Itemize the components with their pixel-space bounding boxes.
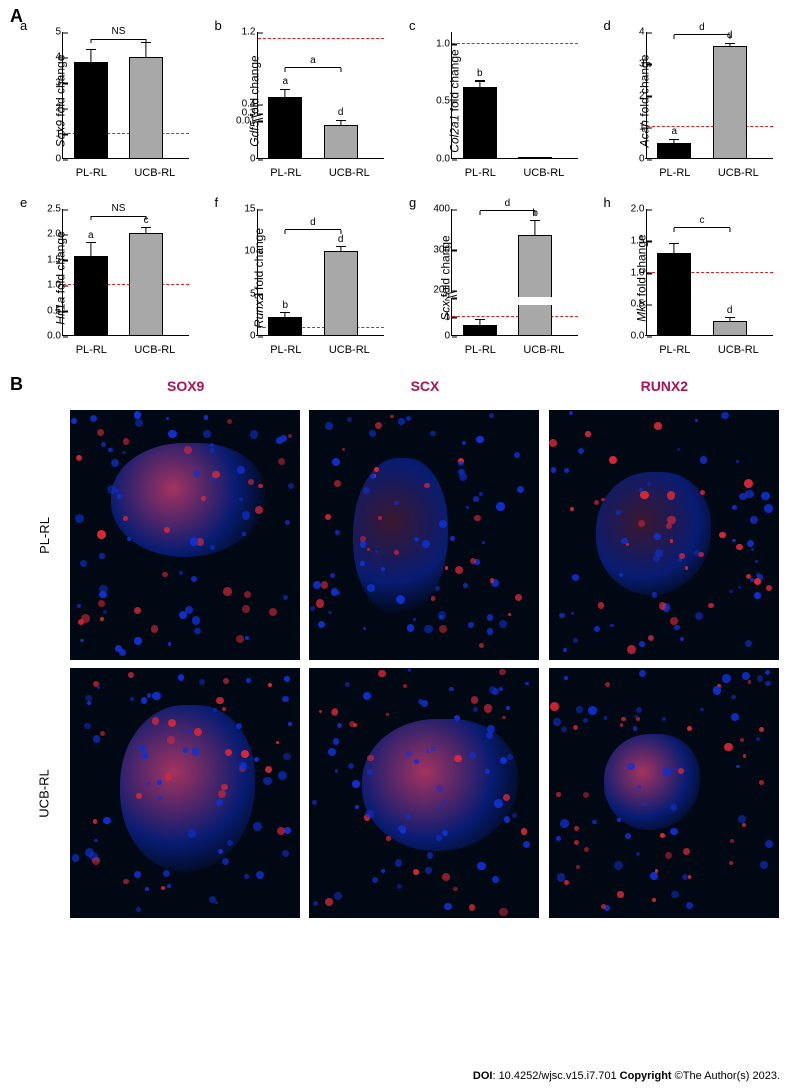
bar-PL-RL [657,143,691,159]
x-axis-labels: PL-RLUCB-RL [62,344,189,356]
bar-UCB-RL [713,46,747,159]
copyright-text: ©The Author(s) 2023. [672,1070,780,1082]
microscopy-UCB-RL-RUNX2 [549,668,779,918]
bar-PL-RL [74,62,108,159]
column-header-SCX: SCX [309,378,540,402]
bar-UCB-RL [324,125,358,159]
chart-letter: h [604,195,611,210]
baseline [452,43,578,44]
microscopy-UCB-RL-SCX [309,668,539,918]
chart-gdf5: bGdf5 fold change00.010.30.41.2adaPL-RLU… [215,18,390,183]
bar-UCB-RL [518,235,552,336]
bar-UCB-RL [713,321,747,336]
chart-letter: g [409,195,416,210]
plot-area: 012345NS [62,32,189,159]
bar-sig-label: d [338,107,344,118]
microscopy-PL-RL-SCX [309,410,539,660]
plot-area: 0.00.51.01.52.0dc [646,209,773,336]
chart-letter: b [215,18,222,33]
bar-UCB-RL [518,157,552,159]
sig-label: a [310,55,316,66]
plot-area: 0.00.51.01.52.02.5acNS [62,209,189,336]
chart-mkx: hMkx fold change0.00.51.01.52.0dcPL-RLUC… [604,195,779,360]
column-header-RUNX2: RUNX2 [549,378,780,402]
sig-bracket [91,216,146,217]
bar-PL-RL [463,325,497,336]
x-axis-labels: PL-RLUCB-RL [257,344,384,356]
bar-PL-RL [268,97,302,159]
x-axis-labels: PL-RLUCB-RL [451,167,578,179]
doi-text: : 10.4252/wjsc.v15.i7.701 [492,1070,619,1082]
row-label-UCB-RL: UCB-RL [26,668,62,918]
sig-bracket [285,229,340,230]
baseline [647,126,773,127]
bar-PL-RL [463,87,497,159]
bar-UCB-RL [129,57,163,159]
chart-sox9: aSox9 fold change012345NSPL-RLUCB-RL [20,18,195,183]
plot-area: 00.010.30.41.2ada [257,32,384,159]
charts-grid: aSox9 fold change012345NSPL-RLUCB-RLbGdf… [20,18,780,360]
baseline [452,316,578,317]
bar-PL-RL [657,253,691,336]
sig-bracket [674,34,729,35]
chart-hif1a: eHif1a fold change0.00.51.01.52.02.5acNS… [20,195,195,360]
chart-letter: a [20,18,27,33]
chart-letter: f [215,195,219,210]
x-axis-labels: PL-RLUCB-RL [62,167,189,179]
bar-sig-label: a [282,76,288,87]
plot-area: 0.00.51.0b [451,32,578,159]
bar-PL-RL [74,256,108,336]
footer: DOI: 10.4252/wjsc.v15.i7.701 Copyright ©… [473,1070,780,1082]
x-axis-labels: PL-RLUCB-RL [646,344,773,356]
chart-col2a1: cCol2a1 fold change0.00.51.0bPL-RLUCB-RL [409,18,584,183]
sig-label: NS [111,26,125,37]
bar-sig-label: d [338,234,344,245]
plot-area: 051015bdd [257,209,384,336]
plot-area: 012200300400bd [451,209,578,336]
bar-UCB-RL [324,251,358,336]
sig-bracket [285,67,340,68]
column-header-SOX9: SOX9 [70,378,301,402]
bar-UCB-RL [129,233,163,336]
sig-label: d [505,198,511,209]
sig-label: d [310,217,316,228]
bar-sig-label: d [727,305,733,316]
chart-letter: e [20,195,27,210]
image-grid: SOX9 SCX RUNX2 PL-RL UCB-RL [26,378,780,918]
microscopy-PL-RL-SOX9 [70,410,300,660]
bar-sig-label: b [282,300,288,311]
chart-letter: c [409,18,416,33]
sig-label: NS [111,203,125,214]
bar-sig-label: a [671,126,677,137]
sig-label: c [699,215,704,226]
sig-bracket [91,39,146,40]
bar-sig-label: a [88,230,94,241]
panel-b-label: B [10,374,23,395]
chart-runx2: fRunx2 fold change051015bddPL-RLUCB-RL [215,195,390,360]
doi-label: DOI [473,1070,493,1082]
chart-scx: gScx fold change012200300400bdPL-RLUCB-R… [409,195,584,360]
microscopy-PL-RL-RUNX2 [549,410,779,660]
microscopy-UCB-RL-SOX9 [70,668,300,918]
copyright-label: Copyright [620,1070,672,1082]
sig-bracket [674,227,729,228]
sig-label: d [699,22,705,33]
bar-PL-RL [268,317,302,336]
sig-bracket [480,210,535,211]
plot-area: 01234add [646,32,773,159]
bar-sig-label: b [477,68,483,79]
x-axis-labels: PL-RLUCB-RL [257,167,384,179]
chart-letter: d [604,18,611,33]
row-label-PL-RL: PL-RL [26,410,62,660]
x-axis-labels: PL-RLUCB-RL [451,344,578,356]
chart-acan: dAcan fold change01234addPL-RLUCB-RL [604,18,779,183]
x-axis-labels: PL-RLUCB-RL [646,167,773,179]
baseline [258,38,384,39]
